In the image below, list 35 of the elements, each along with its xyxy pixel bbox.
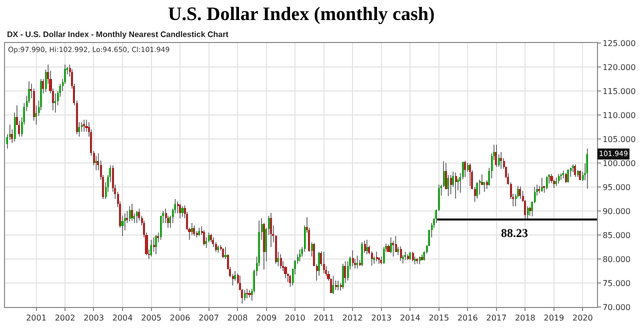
y-tick-label: 110.000 [602, 110, 636, 120]
x-tick-label: 2002 [54, 314, 76, 323]
x-tick-label: 2016 [457, 314, 478, 323]
y-tick-label: 100.000 [602, 158, 636, 168]
x-tick-label: 2017 [486, 314, 507, 323]
ref-line-label: 88.23 [501, 226, 528, 240]
x-tick-label: 2004 [112, 314, 133, 323]
y-tick-label: 85.000 [602, 230, 631, 240]
x-tick-label: 2011 [314, 314, 334, 323]
chart-subtitle: DX - U.S. Dollar Index - Monthly Nearest Candlestick Chart [7, 30, 229, 39]
x-tick-label: 2006 [170, 314, 190, 323]
y-tick-label: 70.000 [602, 302, 631, 312]
y-tick-label: 105.000 [602, 134, 636, 144]
x-tick-label: 2019 [544, 314, 564, 323]
x-tick-label: 2003 [84, 314, 104, 323]
y-tick-label: 120.000 [602, 62, 636, 72]
x-tick-label: 2014 [400, 314, 420, 323]
y-tick-label: 90.000 [602, 206, 631, 216]
x-tick-label: 2008 [227, 314, 248, 323]
y-tick-label: 125.000 [602, 38, 636, 48]
x-tick-label: 2005 [141, 314, 162, 323]
x-tick-label: 2001 [26, 314, 46, 323]
x-tick-label: 2009 [256, 314, 277, 323]
y-tick-label: 95.000 [602, 182, 631, 192]
x-tick-label: 2012 [342, 314, 363, 323]
x-tick-label: 2007 [198, 314, 219, 323]
chart-title: U.S. Dollar Index (monthly cash) [168, 4, 435, 25]
x-tick-label: 2018 [515, 314, 536, 323]
y-tick-label: 75.000 [602, 278, 631, 288]
x-tick-label: 2015 [428, 314, 450, 323]
x-tick-label: 2020 [572, 314, 593, 323]
y-tick-label: 115.000 [602, 86, 636, 96]
x-tick-label: 2010 [284, 314, 306, 323]
x-tick-label: 2013 [371, 314, 392, 323]
y-tick-label: 80.000 [602, 254, 631, 264]
